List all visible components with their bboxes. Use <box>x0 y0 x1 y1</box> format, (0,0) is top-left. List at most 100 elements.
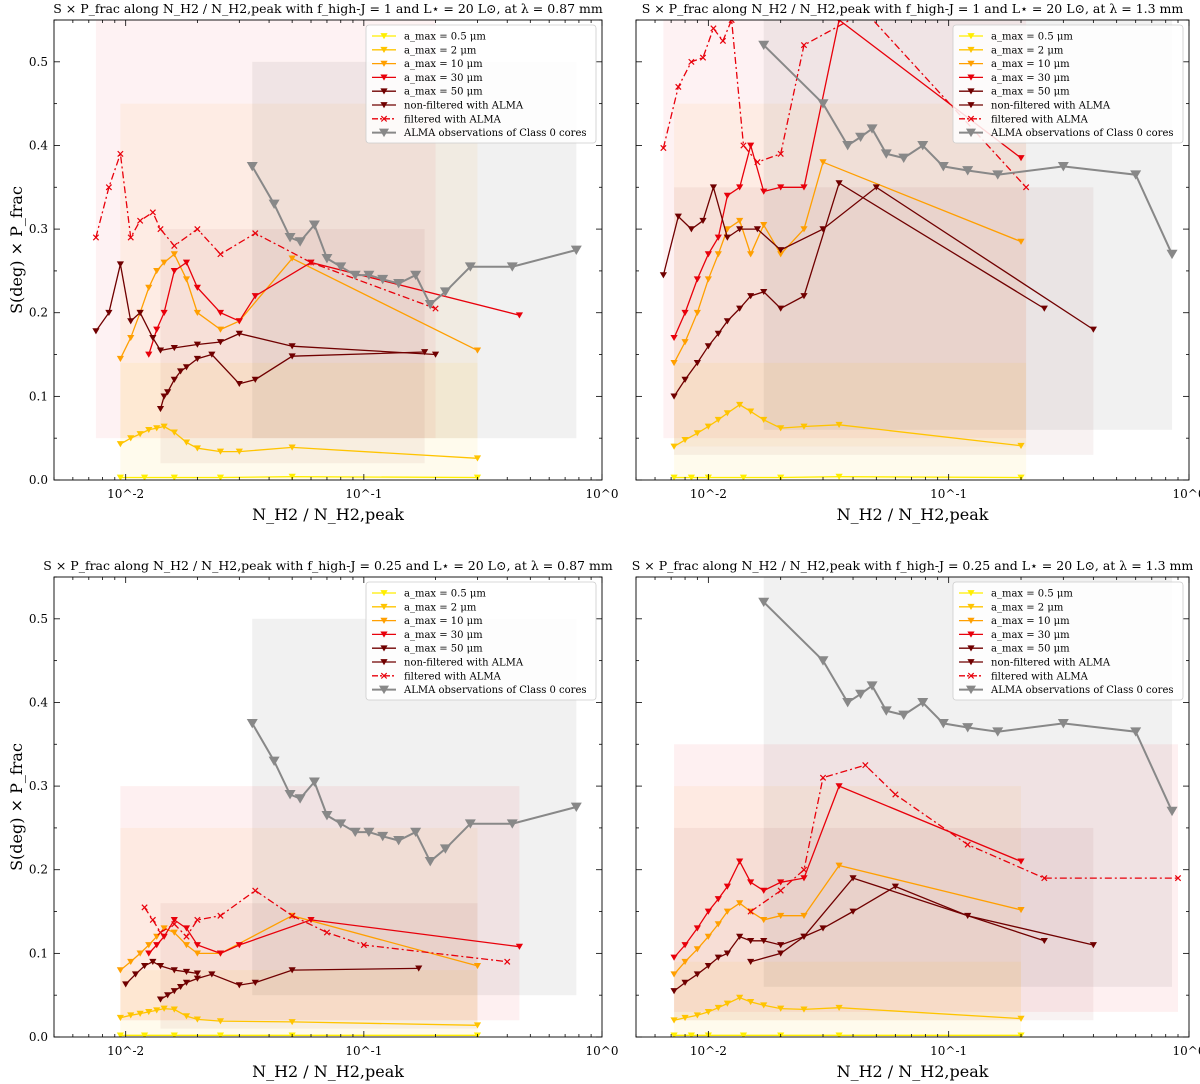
data-point <box>268 756 280 766</box>
legend-label: a_max = 2 μm <box>991 45 1064 56</box>
data-point <box>681 436 689 444</box>
data-point <box>1017 906 1025 914</box>
y-tick-label: 0.5 <box>29 612 48 626</box>
data-point <box>182 968 191 976</box>
legend-box <box>952 581 1184 701</box>
y-tick-label: 0.3 <box>29 222 48 236</box>
data-point <box>723 192 731 199</box>
data-point <box>140 1032 149 1037</box>
data-point <box>216 309 225 316</box>
data-point <box>1130 727 1142 737</box>
data-point <box>670 443 678 450</box>
data-point <box>693 430 701 437</box>
data-point <box>800 875 808 882</box>
model-uncertainty-band <box>120 970 478 1037</box>
data-point <box>170 988 178 995</box>
legend-label: filtered with ALMA <box>404 114 502 125</box>
data-point <box>835 180 843 187</box>
x-tick-label: 10^-1 <box>930 487 967 501</box>
data-point <box>235 942 243 949</box>
data-point <box>153 942 161 949</box>
data-point <box>740 142 747 149</box>
data-point <box>92 328 100 335</box>
series-6 <box>660 20 1030 191</box>
data-point <box>424 856 436 867</box>
data-point <box>1040 305 1048 312</box>
data-point <box>515 943 524 950</box>
legend-box <box>952 24 1184 144</box>
data-point <box>714 330 722 337</box>
data-point <box>153 1007 161 1014</box>
series-6 <box>747 762 1182 915</box>
data-point <box>170 917 178 924</box>
data-point <box>819 925 827 932</box>
data-point <box>284 790 296 800</box>
data-point <box>349 270 361 281</box>
data-point <box>962 723 974 733</box>
x-axis-label: N_H2 / N_H2,peak <box>252 505 404 524</box>
data-point <box>800 184 808 191</box>
panel-title: S × P_frac along N_H2 / N_H2,peak with f… <box>53 1 603 16</box>
data-point <box>504 958 511 965</box>
data-point <box>760 288 768 296</box>
data-point <box>704 963 712 970</box>
legend-label: non-filtered with ALMA <box>991 101 1111 112</box>
legend-label: ALMA observations of Class 0 cores <box>990 685 1174 696</box>
legend: a_max = 0.5 μm a_max = 2 μm a_max = 10 μm a… <box>952 24 1184 144</box>
data-point <box>670 1017 678 1024</box>
series-5 <box>747 883 1097 965</box>
legend-label: a_max = 30 μm <box>404 73 483 84</box>
series-line <box>750 885 1094 963</box>
x-tick-label: 10^0 <box>1173 1044 1200 1058</box>
data-point <box>777 912 785 919</box>
data-point <box>1040 937 1048 945</box>
data-point <box>308 777 320 787</box>
data-point <box>681 942 689 949</box>
data-point <box>1022 184 1030 191</box>
data-point <box>136 950 144 957</box>
data-point <box>235 318 243 325</box>
data-point <box>670 1032 678 1037</box>
data-point <box>800 866 808 873</box>
data-point <box>681 979 689 986</box>
data-point <box>777 150 784 157</box>
data-point <box>289 912 296 919</box>
data-point <box>160 423 168 430</box>
legend-marker <box>966 685 976 695</box>
legend-marker <box>380 659 388 666</box>
data-point <box>288 343 296 350</box>
series-4 <box>156 349 429 413</box>
legend-label: ALMA observations of Class 0 cores <box>990 128 1174 139</box>
legend-label: a_max = 30 μm <box>991 73 1070 84</box>
data-point <box>393 836 405 846</box>
legend-label: a_max = 50 μm <box>991 644 1070 655</box>
x-tick-label: 10^-2 <box>690 1044 727 1058</box>
data-point <box>473 963 482 970</box>
data-point <box>439 844 451 854</box>
legend-label: filtered with ALMA <box>991 671 1089 682</box>
data-point <box>170 376 178 383</box>
data-point <box>182 364 191 371</box>
data-point <box>410 827 422 838</box>
data-point <box>714 921 722 928</box>
model-uncertainty-band <box>120 362 478 480</box>
y-tick-label: 0.2 <box>29 306 48 320</box>
data-point <box>723 908 731 915</box>
data-point <box>1166 249 1178 260</box>
series-2 <box>670 862 1025 978</box>
data-point <box>216 474 225 480</box>
data-point <box>777 887 784 894</box>
x-axis-label: N_H2 / N_H2,peak <box>837 505 989 524</box>
data-point <box>800 293 808 300</box>
data-point <box>777 251 785 258</box>
data-point <box>962 166 974 176</box>
legend-label: a_max = 2 μm <box>991 602 1064 613</box>
legend-marker <box>379 128 389 138</box>
data-point <box>758 40 770 51</box>
data-point <box>819 226 827 233</box>
data-point <box>855 689 867 700</box>
series-7 <box>246 718 582 867</box>
data-point <box>693 971 701 978</box>
data-point <box>157 225 164 233</box>
data-point <box>235 448 243 455</box>
